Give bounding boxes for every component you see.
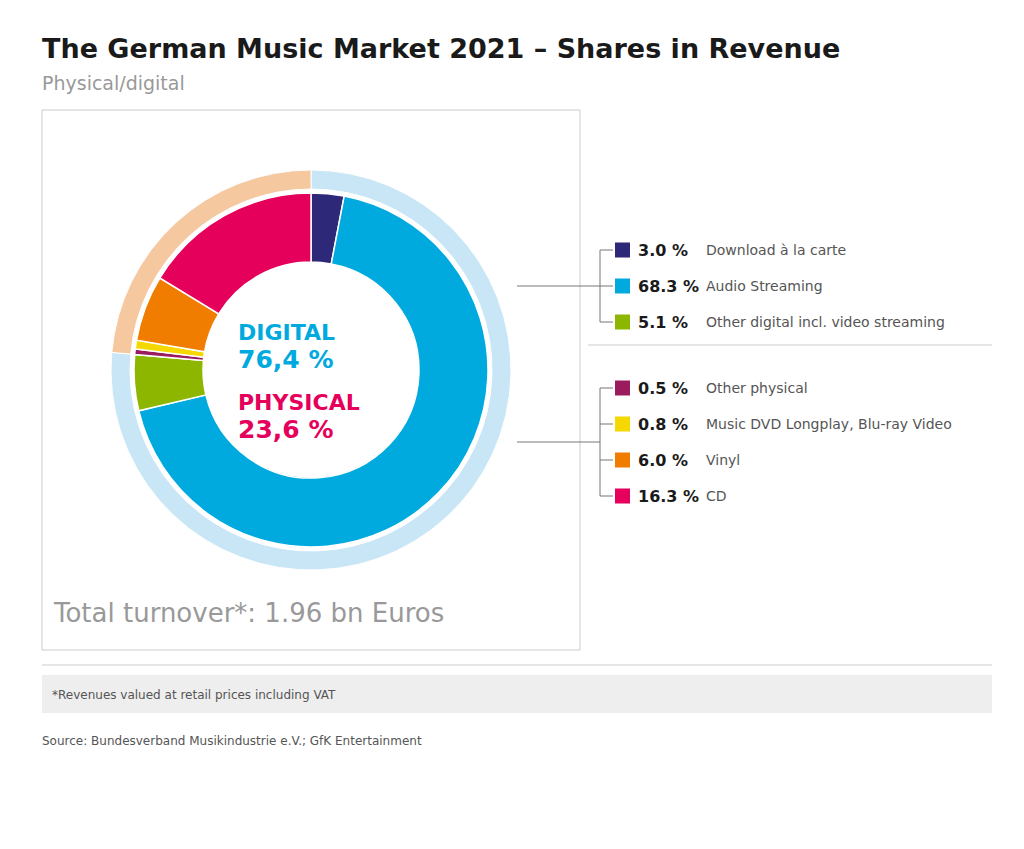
donut [111,170,511,570]
group-label: DIGITAL [238,320,335,345]
group-value-label: 23,6 % [238,415,333,444]
legend-connector [600,424,613,425]
legend-value: 5.1 % [638,313,688,332]
subtitle: Physical/digital [42,72,185,94]
legend-label: Audio Streaming [706,278,823,294]
legend-swatch [615,489,630,504]
footnote: *Revenues valued at retail prices includ… [52,688,336,702]
legend-label: Vinyl [706,452,740,468]
legend-label: CD [706,488,727,504]
legend-separator [588,345,992,346]
title: The German Music Market 2021 – Shares in… [42,33,840,64]
legend-value: 68.3 % [638,277,699,296]
legend: 3.0 % Download à la carte 68.3 % Audio Stre… [517,241,992,506]
legend-connector [600,286,613,287]
legend-value: 3.0 % [638,241,688,260]
legend-swatch [615,417,630,432]
legend-swatch [615,381,630,396]
separator [42,665,992,666]
legend-swatch [615,315,630,330]
donut-segment [160,193,311,314]
legend-swatch [615,243,630,258]
legend-label: Music DVD Longplay, Blu-ray Video [706,416,952,432]
annotation: Total turnover*: 1.96 bn Euros [53,598,444,628]
legend-connector [600,250,613,251]
legend-label: Download à la carte [706,242,846,258]
group-value-label: 76,4 % [238,345,333,374]
legend-label: Other physical [706,380,808,396]
legend-connector [517,442,600,443]
legend-connector [600,322,613,323]
chart-box [42,110,580,650]
legend-connector [600,388,613,389]
legend-connector [517,286,600,287]
group-label: PHYSICAL [238,390,360,415]
legend-swatch [615,453,630,468]
legend-label: Other digital incl. video streaming [706,314,945,330]
legend-value: 0.8 % [638,415,688,434]
legend-connector [600,460,613,461]
legend-value: 16.3 % [638,487,699,506]
footnote-band [42,675,992,713]
donut-segment [134,354,206,410]
legend-swatch [615,279,630,294]
outer-ring-segment [111,170,511,570]
legend-value: 0.5 % [638,379,688,398]
source: Source: Bundesverband Musikindustrie e.V… [42,734,422,748]
legend-value: 6.0 % [638,451,688,470]
legend-connector [600,496,613,497]
chart: The German Music Market 2021 – Shares in… [0,0,1024,849]
